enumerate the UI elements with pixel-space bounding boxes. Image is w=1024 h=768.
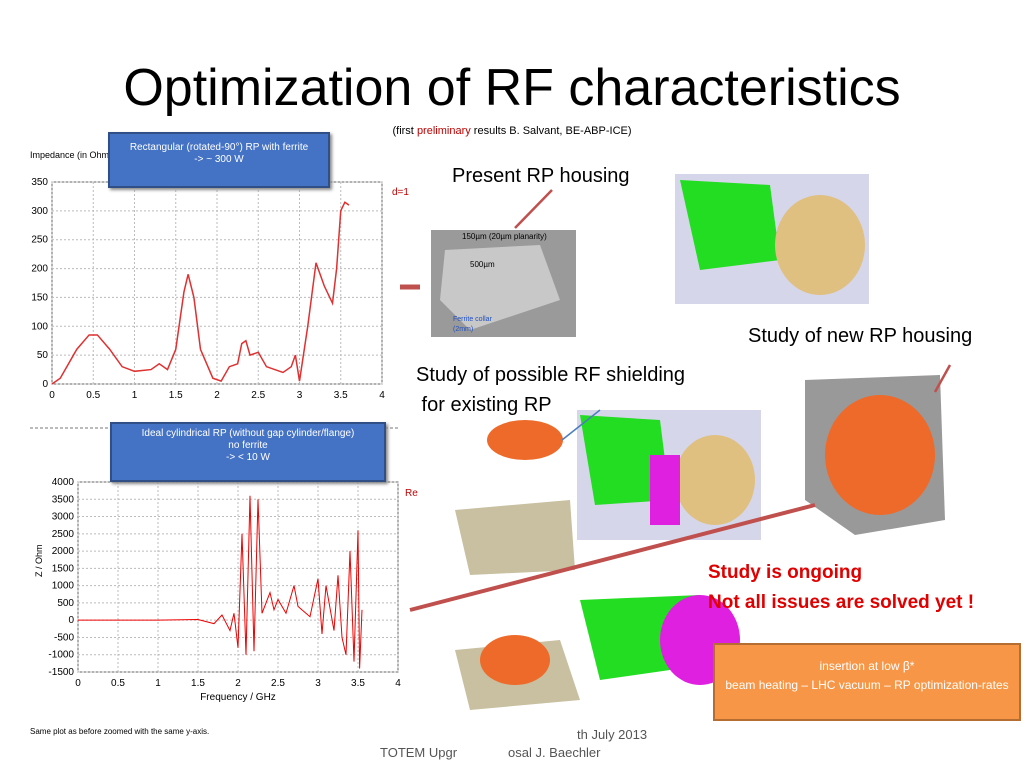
y-tick-label: 350 bbox=[31, 177, 48, 188]
callout-line: -> ~ 300 W bbox=[194, 154, 244, 165]
arrow bbox=[514, 189, 553, 229]
callout-line: no ferrite bbox=[228, 440, 268, 451]
cad-part bbox=[680, 180, 780, 270]
y-tick-label: 3000 bbox=[52, 512, 75, 523]
label: Study of possible RF shielding for exist… bbox=[416, 360, 685, 420]
photo-label: (2mm) bbox=[453, 326, 474, 333]
x-tick-label: 4 bbox=[379, 390, 385, 401]
label: Study of new RP housing bbox=[748, 325, 973, 347]
subtitle-text: (first bbox=[392, 125, 417, 137]
y-tick-label: 2000 bbox=[52, 546, 75, 557]
x-tick-label: 0.5 bbox=[111, 678, 125, 689]
y-tick-label: 0 bbox=[42, 379, 48, 390]
y-axis-label: Impedance (in Ohm bbox=[30, 150, 109, 160]
y-tick-label: -1000 bbox=[48, 650, 74, 661]
y-tick-label: 0 bbox=[68, 615, 74, 626]
x-tick-label: 2 bbox=[214, 390, 220, 401]
x-tick-label: 1 bbox=[155, 678, 161, 689]
callout: Ideal cylindrical RP (without gap cylind… bbox=[110, 422, 386, 482]
impedance-curve bbox=[51, 201, 350, 385]
x-tick-label: 0 bbox=[49, 390, 55, 401]
info-line: insertion at low β* bbox=[819, 659, 915, 673]
x-tick-label: 3.5 bbox=[334, 390, 348, 401]
info-line: beam heating – LHC vacuum – RP optimizat… bbox=[725, 678, 1009, 692]
photo-label: 150µm (20µm planarity) bbox=[462, 232, 547, 241]
label: Present RP housing bbox=[452, 165, 630, 187]
x-tick-label: 1.5 bbox=[169, 390, 183, 401]
info-box: insertion at low β* beam heating – LHC va… bbox=[713, 643, 1021, 721]
x-tick-label: 2 bbox=[235, 678, 241, 689]
arrow bbox=[561, 409, 601, 441]
y-tick-label: 1500 bbox=[52, 563, 75, 574]
y-tick-label: 2500 bbox=[52, 529, 75, 540]
y-tick-label: 100 bbox=[31, 321, 48, 332]
photo-label: Ferrite collar bbox=[453, 316, 492, 323]
x-axis-label: Frequency / GHz bbox=[200, 692, 276, 703]
cad-part bbox=[775, 195, 865, 295]
x-tick-label: 3 bbox=[315, 678, 321, 689]
slide-title: Optimization of RF characteristics bbox=[123, 59, 901, 117]
label-line: for existing RP bbox=[416, 394, 552, 416]
y-tick-label: -500 bbox=[54, 632, 74, 643]
x-tick-label: 1 bbox=[132, 390, 138, 401]
footer: th July 2013 bbox=[577, 727, 648, 742]
callout-line: -> < 10 W bbox=[226, 452, 270, 463]
legend: Re bbox=[405, 488, 418, 499]
callout-line: Rectangular (rotated-90°) RP with ferrit… bbox=[129, 142, 309, 153]
subtitle-highlight: preliminary bbox=[416, 125, 471, 137]
y-tick-label: 50 bbox=[37, 350, 49, 361]
x-tick-label: 3 bbox=[297, 390, 303, 401]
y-tick-label: -1500 bbox=[48, 667, 74, 678]
note: Same plot as before zoomed with the same… bbox=[30, 727, 209, 736]
cad-part bbox=[675, 435, 755, 525]
cad-part bbox=[825, 395, 935, 515]
subtitle-text: results B. Salvant, BE-ABP-ICE) bbox=[470, 125, 632, 137]
cad-part bbox=[580, 415, 670, 505]
arrow bbox=[409, 503, 816, 612]
impedance-curve bbox=[78, 495, 363, 669]
cad-part bbox=[650, 455, 680, 525]
y-tick-label: 1000 bbox=[52, 581, 75, 592]
x-tick-label: 0.5 bbox=[86, 390, 100, 401]
arrow bbox=[933, 364, 952, 393]
x-tick-label: 1.5 bbox=[191, 678, 205, 689]
y-tick-label: 300 bbox=[31, 206, 48, 217]
photo-label: 500µm bbox=[470, 260, 495, 269]
cad-part bbox=[455, 500, 575, 575]
label-line: Study of possible RF shielding bbox=[416, 364, 686, 386]
photo-detail bbox=[440, 245, 560, 330]
x-tick-label: 2.5 bbox=[271, 678, 285, 689]
y-tick-label: 200 bbox=[31, 264, 48, 275]
x-tick-label: 2.5 bbox=[251, 390, 265, 401]
x-tick-label: 3.5 bbox=[351, 678, 365, 689]
footer: osal J. Baechler bbox=[508, 745, 601, 760]
y-tick-label: 250 bbox=[31, 235, 48, 246]
y-axis-label: Z / Ohm bbox=[34, 544, 44, 577]
y-tick-label: 150 bbox=[31, 292, 48, 303]
legend: d=1 bbox=[392, 187, 409, 198]
y-tick-label: 3500 bbox=[52, 494, 75, 505]
status-line: Not all issues are solved yet ! bbox=[708, 592, 975, 613]
x-tick-label: 0 bbox=[75, 678, 81, 689]
callout-line: Ideal cylindrical RP (without gap cylind… bbox=[141, 428, 355, 439]
status: Study is ongoing Not all issues are solve… bbox=[708, 558, 974, 618]
footer: TOTEM Upgr bbox=[380, 745, 458, 760]
y-tick-label: 500 bbox=[57, 598, 74, 609]
subtitle: (first preliminary results B. Salvant, B… bbox=[0, 125, 1024, 137]
callout: Rectangular (rotated-90°) RP with ferrit… bbox=[108, 132, 330, 188]
cad-part bbox=[480, 635, 550, 685]
y-tick-label: 4000 bbox=[52, 477, 75, 488]
status-line: Study is ongoing bbox=[708, 562, 863, 583]
cad-part bbox=[487, 420, 563, 460]
x-tick-label: 4 bbox=[395, 678, 401, 689]
